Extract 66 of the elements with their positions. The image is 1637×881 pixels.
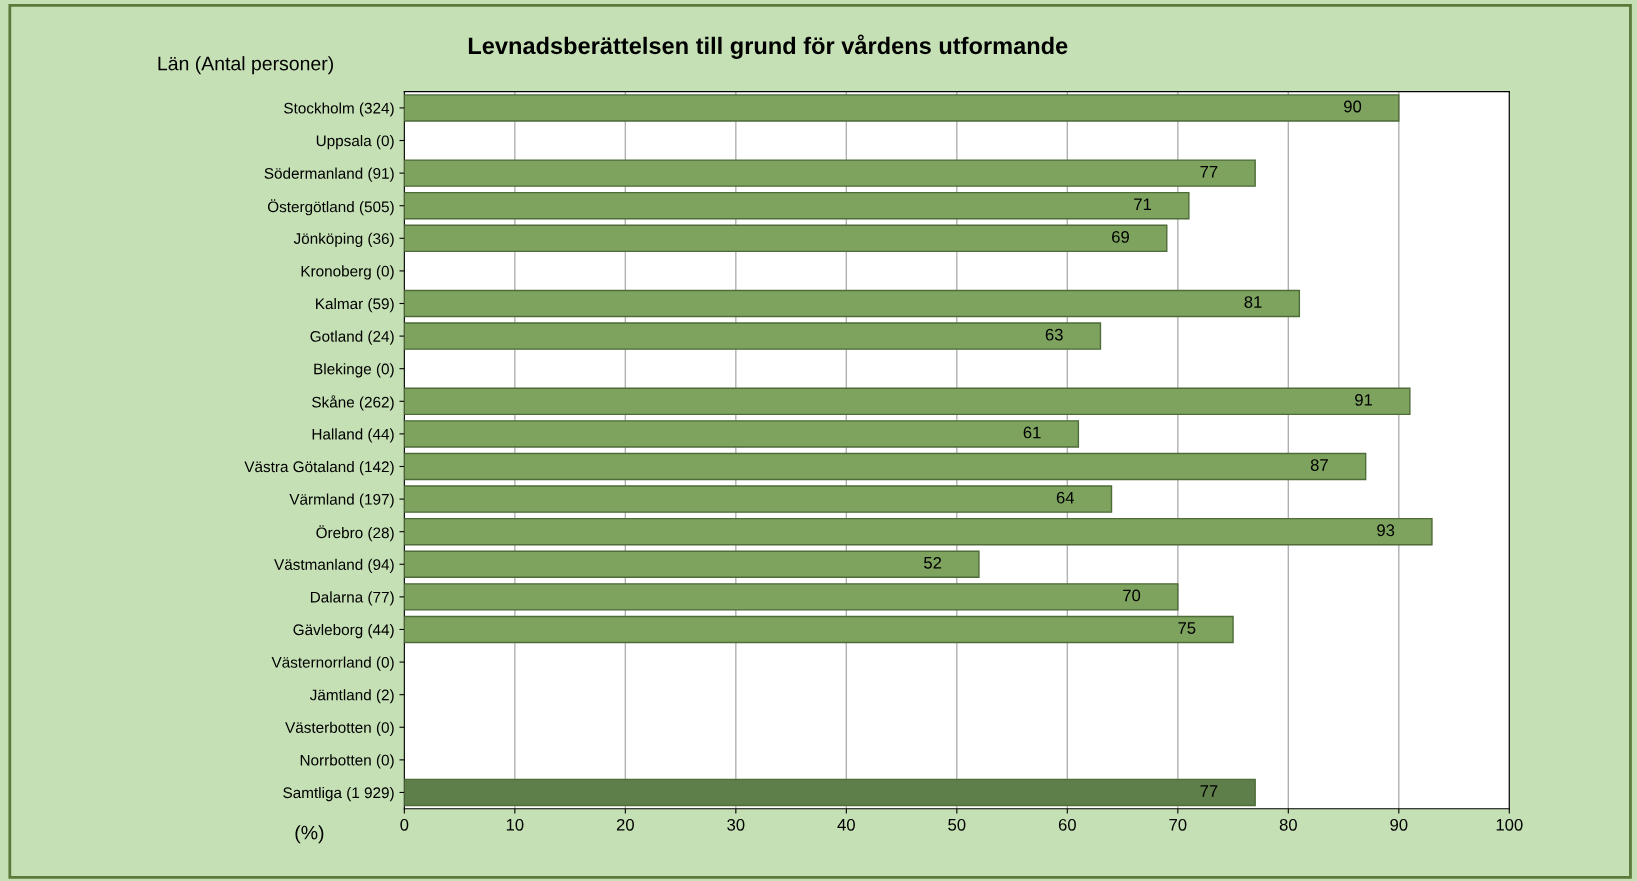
data-label: 70	[1123, 589, 1141, 602]
y-tick-label: Västernorrland (0)	[271, 656, 394, 671]
bar	[404, 94, 1400, 122]
y-tick-label: Södermanland (91)	[264, 167, 394, 182]
data-label: 91	[1355, 393, 1373, 406]
y-tick-label: Uppsala (0)	[316, 134, 394, 150]
y-tick-label: Jönköping (36)	[293, 232, 394, 248]
bar	[404, 550, 980, 579]
bar	[404, 517, 1433, 546]
x-tick-label: 40	[837, 818, 855, 831]
y-tick-label: Samtliga (1 929)	[283, 786, 394, 802]
chart-title: Levnadsberättelsen till grund för vårdens utformande	[468, 34, 1068, 59]
y-tick-label: Dalarna (77)	[310, 591, 394, 606]
y-tick-label: Västmanland (94)	[274, 558, 394, 573]
data-label: 93	[1377, 524, 1395, 537]
data-label: 77	[1200, 165, 1218, 178]
bar	[404, 778, 1256, 807]
x-tick-label: 90	[1390, 818, 1408, 831]
data-label: 87	[1310, 459, 1328, 471]
data-label: 52	[924, 556, 942, 569]
x-tick-label: 100	[1496, 818, 1523, 831]
bar	[404, 387, 1411, 416]
y-tick-label: Halland (44)	[312, 428, 394, 443]
y-tick-label: Kronoberg (0)	[301, 265, 394, 280]
y-tick-label: Skåne (262)	[312, 395, 394, 411]
bar	[404, 289, 1301, 318]
x-tick-label: 80	[1279, 818, 1297, 831]
y-tick-label: Östergötland (505)	[267, 199, 394, 216]
y-axis-title: Län (Antal personer)	[158, 56, 333, 75]
x-tick-label: 60	[1058, 818, 1076, 831]
bar	[404, 485, 1113, 513]
x-tick-label: 20	[616, 818, 634, 831]
bar	[404, 159, 1256, 187]
data-label: 64	[1056, 491, 1075, 504]
y-tick-label: Gotland (24)	[310, 330, 394, 345]
x-tick-label: 70	[1169, 818, 1187, 831]
y-tick-label: Blekinge (0)	[314, 363, 394, 378]
bar	[404, 615, 1234, 644]
y-tick-label: Stockholm (324)	[284, 102, 394, 117]
data-label: 81	[1244, 296, 1262, 308]
bar	[404, 452, 1367, 481]
data-label: 71	[1134, 198, 1152, 211]
data-label: 77	[1200, 785, 1218, 797]
bar	[404, 420, 1080, 448]
y-tick-label: Norrbotten (0)	[300, 754, 394, 769]
y-tick-label: Örebro (28)	[316, 525, 394, 542]
data-label: 61	[1023, 426, 1041, 439]
data-label: 90	[1344, 100, 1362, 113]
x-axis-title: (%)	[295, 825, 324, 844]
data-label: 63	[1045, 328, 1063, 341]
y-tick-label: Kalmar (59)	[316, 297, 394, 313]
bar	[404, 191, 1190, 220]
bar	[404, 322, 1102, 350]
data-label: 69	[1112, 230, 1129, 243]
bar	[404, 583, 1179, 611]
x-tick-label: 10	[506, 818, 524, 831]
y-tick-label: Gävleborg (44)	[293, 623, 394, 639]
x-tick-label: 30	[727, 818, 745, 831]
y-tick-label: Värmland (197)	[289, 493, 394, 508]
bar	[404, 224, 1168, 253]
data-label: 75	[1178, 622, 1196, 634]
x-tick-label: 0	[400, 818, 409, 831]
y-tick-label: Västra Götaland (142)	[244, 460, 394, 476]
x-tick-label: 50	[948, 818, 966, 831]
y-tick-label: Jämtland (2)	[309, 689, 394, 704]
y-tick-label: Västerbotten (0)	[285, 721, 394, 736]
